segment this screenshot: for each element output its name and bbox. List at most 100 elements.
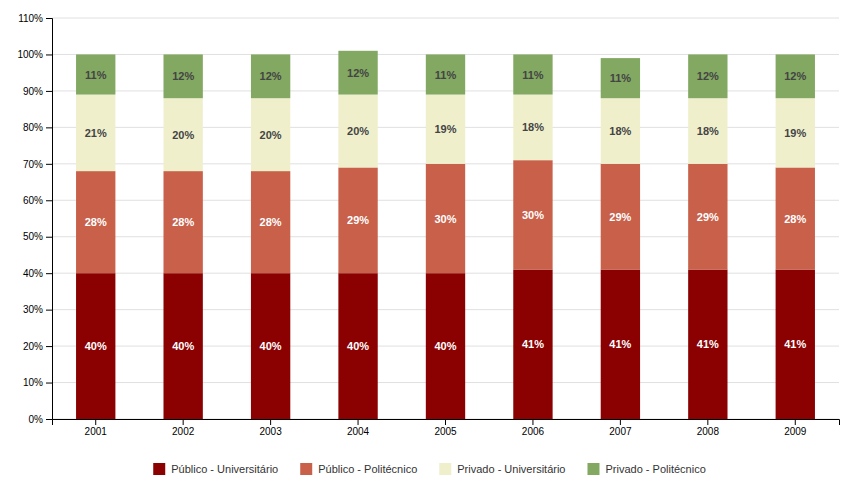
- y-tick: 100%: [17, 49, 52, 60]
- x-tick-label: 2006: [522, 426, 545, 437]
- data-label: 12%: [172, 70, 194, 82]
- plot: 0%10%20%30%40%50%60%70%80%90%100%110%40%…: [17, 13, 839, 437]
- data-label: 28%: [260, 216, 282, 228]
- y-tick-mark: [46, 164, 52, 165]
- bar: [76, 171, 115, 273]
- legend-label: Privado - Universitário: [457, 463, 565, 475]
- y-tick-mark: [46, 54, 52, 55]
- data-label: 18%: [522, 121, 544, 133]
- bar: [601, 98, 640, 164]
- legend-swatch: [153, 463, 165, 475]
- y-tick: 30%: [23, 304, 52, 315]
- y-tick-label: 110%: [18, 13, 43, 24]
- y-axis: 0%10%20%30%40%50%60%70%80%90%100%110%: [17, 13, 52, 425]
- bar: [338, 95, 377, 168]
- data-label: 28%: [172, 216, 194, 228]
- data-label: 18%: [609, 125, 631, 137]
- y-tick: 10%: [23, 377, 52, 388]
- legend-label: Privado - Politécnico: [605, 463, 705, 475]
- bar: [251, 273, 290, 419]
- bar: [776, 54, 815, 98]
- y-tick-label: 80%: [23, 122, 43, 133]
- bar: [76, 95, 115, 172]
- data-label: 29%: [697, 211, 719, 223]
- data-label: 18%: [697, 125, 719, 137]
- legend-item: Público - Politécnico: [300, 463, 417, 475]
- y-tick-mark: [46, 273, 52, 274]
- y-tick-mark: [46, 419, 52, 420]
- legend-swatch: [300, 463, 312, 475]
- bar: [776, 98, 815, 167]
- data-label: 40%: [85, 340, 107, 352]
- x-tick-mark: [95, 419, 96, 425]
- bar: [426, 54, 465, 94]
- y-tick-mark: [46, 346, 52, 347]
- data-label: 19%: [784, 127, 806, 139]
- bar-series: [76, 51, 815, 98]
- y-tick: 50%: [23, 231, 52, 242]
- x-axis-line: [53, 420, 840, 426]
- y-tick-label: 10%: [23, 377, 43, 388]
- y-tick: 90%: [23, 86, 52, 97]
- legend-label: Público - Politécnico: [318, 463, 417, 475]
- x-tick-mark: [270, 419, 271, 425]
- y-tick-label: 50%: [23, 231, 43, 242]
- legend-item: Privado - Universitário: [439, 463, 565, 475]
- y-tick-label: 90%: [23, 86, 43, 97]
- legend-item: Privado - Politécnico: [587, 463, 705, 475]
- bar: [338, 167, 377, 273]
- bar: [163, 54, 202, 98]
- data-label: 20%: [172, 129, 194, 141]
- y-tick: 60%: [23, 195, 52, 206]
- y-tick-label: 60%: [23, 195, 43, 206]
- data-label: 41%: [784, 338, 806, 350]
- y-tick-label: 20%: [23, 341, 43, 352]
- data-label: 40%: [172, 340, 194, 352]
- legend-swatch: [587, 463, 599, 475]
- bar: [251, 171, 290, 273]
- bar: [776, 270, 815, 419]
- x-tick-mark: [358, 419, 359, 425]
- y-tick-label: 100%: [17, 49, 43, 60]
- data-label: 28%: [85, 216, 107, 228]
- data-label: 20%: [260, 129, 282, 141]
- bar: [251, 54, 290, 98]
- x-tick: 2004: [347, 419, 370, 437]
- x-tick-label: 2004: [347, 426, 370, 437]
- data-label: 41%: [609, 338, 631, 350]
- grid-line: [52, 18, 839, 19]
- data-label: 11%: [522, 69, 544, 81]
- bar: [688, 98, 727, 164]
- data-label: 28%: [784, 213, 806, 225]
- bar: [776, 167, 815, 269]
- y-axis-line: [46, 19, 53, 420]
- x-tick-label: 2008: [697, 426, 720, 437]
- bar: [163, 98, 202, 171]
- data-labels: 40%40%40%40%40%41%41%41%41%28%28%28%29%3…: [85, 67, 807, 352]
- x-tick-mark: [445, 419, 446, 425]
- data-label: 40%: [260, 340, 282, 352]
- data-label: 20%: [347, 125, 369, 137]
- bar: [601, 270, 640, 419]
- bar: [426, 273, 465, 419]
- y-tick-mark: [46, 237, 52, 238]
- chart: 0%10%20%30%40%50%60%70%80%90%100%110%40%…: [0, 0, 859, 497]
- legend-item: Público - Universitário: [153, 463, 278, 475]
- data-label: 12%: [697, 70, 719, 82]
- x-tick: 2006: [522, 419, 545, 437]
- x-tick-label: 2003: [259, 426, 282, 437]
- x-tick-label: 2007: [609, 426, 632, 437]
- x-axis: 200120022003200420052006200720082009: [53, 419, 840, 437]
- x-tick: 2009: [784, 419, 807, 437]
- bar: [513, 54, 552, 94]
- data-label: 41%: [522, 338, 544, 350]
- bar-series: [76, 270, 815, 419]
- bar: [163, 273, 202, 419]
- y-tick: 40%: [23, 268, 52, 279]
- bar-series: [76, 160, 815, 273]
- data-label: 40%: [347, 340, 369, 352]
- y-tick: 80%: [23, 122, 52, 133]
- data-label: 30%: [434, 213, 456, 225]
- data-label: 29%: [609, 211, 631, 223]
- data-label: 11%: [610, 72, 632, 84]
